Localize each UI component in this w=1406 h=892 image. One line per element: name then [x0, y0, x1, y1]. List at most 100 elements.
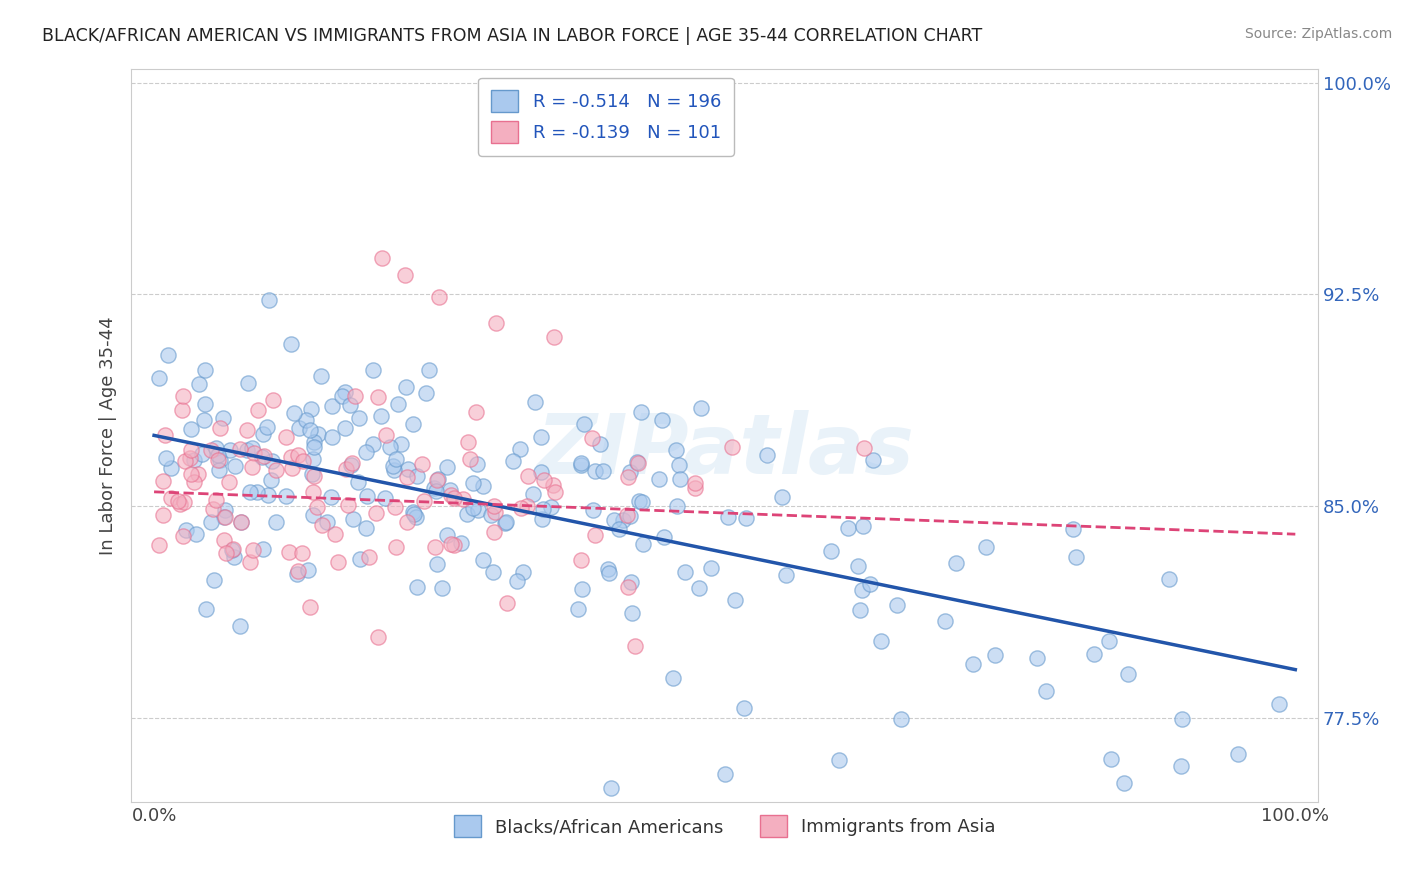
Point	[211, 410, 233, 425]
Point	[229, 515, 252, 529]
Text: Source: ZipAtlas.com: Source: ZipAtlas.com	[1244, 27, 1392, 41]
Point	[236, 376, 259, 390]
Point	[280, 336, 302, 351]
Point	[301, 508, 323, 522]
Point	[160, 491, 183, 505]
Point	[396, 461, 419, 475]
Point	[945, 556, 967, 570]
Point	[541, 477, 564, 491]
Point	[243, 446, 266, 460]
Point	[662, 671, 685, 685]
Point	[264, 463, 287, 477]
Point	[630, 495, 652, 509]
Point	[371, 251, 394, 265]
Point	[221, 542, 243, 557]
Point	[598, 562, 620, 576]
Point	[321, 399, 343, 413]
Point	[328, 555, 350, 569]
Point	[617, 470, 640, 484]
Point	[617, 580, 640, 594]
Point	[669, 472, 692, 486]
Point	[152, 508, 174, 523]
Point	[194, 363, 217, 377]
Point	[713, 767, 735, 781]
Point	[172, 403, 194, 417]
Point	[450, 536, 472, 550]
Point	[302, 440, 325, 454]
Point	[540, 500, 562, 514]
Point	[295, 413, 318, 427]
Point	[599, 781, 621, 796]
Point	[1064, 550, 1087, 565]
Point	[340, 457, 363, 471]
Point	[180, 467, 202, 481]
Point	[194, 602, 217, 616]
Point	[852, 441, 875, 455]
Point	[167, 494, 190, 508]
Point	[252, 426, 274, 441]
Point	[425, 541, 447, 555]
Point	[1268, 697, 1291, 711]
Point	[607, 522, 630, 536]
Point	[859, 577, 882, 591]
Point	[405, 509, 427, 524]
Point	[262, 392, 284, 407]
Point	[1098, 634, 1121, 648]
Point	[370, 409, 392, 423]
Point	[204, 493, 226, 508]
Point	[495, 596, 517, 610]
Point	[307, 500, 329, 515]
Point	[287, 564, 309, 578]
Point	[851, 582, 873, 597]
Point	[665, 442, 688, 457]
Point	[287, 448, 309, 462]
Point	[581, 432, 603, 446]
Point	[335, 462, 357, 476]
Point	[512, 566, 534, 580]
Point	[471, 553, 494, 567]
Point	[683, 481, 706, 495]
Point	[461, 476, 484, 491]
Point	[277, 545, 299, 559]
Point	[624, 639, 647, 653]
Point	[627, 456, 650, 470]
Point	[302, 451, 325, 466]
Point	[1025, 651, 1047, 665]
Point	[571, 582, 593, 596]
Point	[651, 413, 673, 427]
Point	[479, 508, 502, 522]
Point	[302, 435, 325, 450]
Point	[330, 389, 353, 403]
Point	[222, 541, 245, 556]
Point	[342, 511, 364, 525]
Point	[236, 423, 259, 437]
Point	[688, 581, 710, 595]
Point	[311, 369, 333, 384]
Point	[401, 505, 423, 519]
Point	[543, 329, 565, 343]
Point	[357, 550, 380, 565]
Point	[367, 630, 389, 644]
Point	[733, 701, 755, 715]
Point	[323, 526, 346, 541]
Point	[755, 448, 778, 462]
Point	[298, 600, 321, 615]
Point	[361, 437, 384, 451]
Point	[222, 550, 245, 565]
Point	[184, 527, 207, 541]
Point	[668, 458, 690, 472]
Point	[567, 602, 589, 616]
Point	[389, 437, 412, 451]
Point	[465, 457, 488, 471]
Y-axis label: In Labor Force | Age 35-44: In Labor Force | Age 35-44	[100, 316, 117, 555]
Point	[299, 401, 322, 416]
Point	[344, 389, 367, 403]
Point	[193, 413, 215, 427]
Point	[156, 348, 179, 362]
Point	[665, 500, 688, 514]
Point	[1083, 647, 1105, 661]
Point	[321, 429, 343, 443]
Point	[422, 481, 444, 495]
Point	[619, 465, 641, 479]
Point	[524, 394, 547, 409]
